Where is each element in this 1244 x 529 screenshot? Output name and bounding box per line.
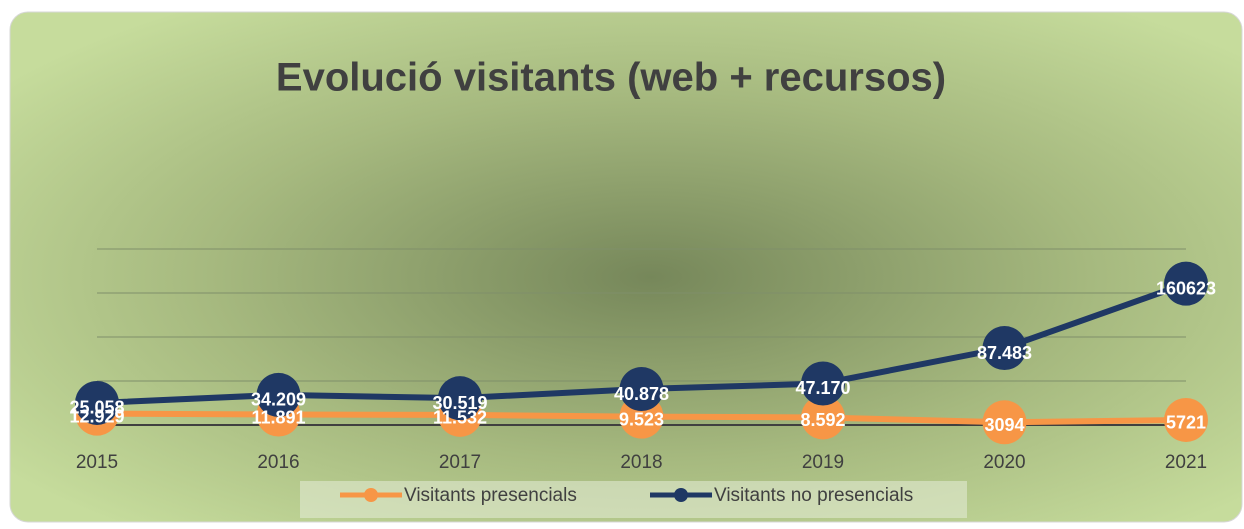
chart-title: Evolució visitants (web + recursos) — [276, 56, 946, 100]
point — [801, 395, 845, 440]
data-label: 47.170 — [795, 378, 850, 398]
data-label: 11.532 — [433, 408, 487, 428]
point — [438, 376, 482, 421]
x-tick-label: 2015 — [76, 452, 118, 473]
legend-label: Visitants presencials — [404, 485, 577, 506]
point — [75, 380, 119, 425]
legend-box — [300, 481, 967, 518]
data-label: 11.891 — [251, 407, 305, 427]
data-label: 160623 — [1156, 278, 1216, 298]
point — [619, 367, 664, 412]
data-label: 5721 — [1166, 413, 1206, 433]
x-tick-label: 2020 — [983, 452, 1025, 473]
data-label: 87.483 — [977, 343, 1032, 363]
data-label: 25.058 — [69, 398, 124, 418]
data-label: 3094 — [984, 415, 1024, 435]
point — [256, 372, 301, 417]
point — [982, 400, 1027, 445]
point — [1164, 261, 1208, 306]
data-label: 9.523 — [619, 409, 664, 429]
point — [801, 361, 845, 406]
data-label: 30.519 — [432, 393, 487, 413]
legend-label: Visitants no presencials — [714, 485, 913, 506]
data-label: 34.209 — [251, 390, 306, 410]
x-tick-label: 2016 — [257, 452, 299, 473]
point — [982, 326, 1027, 371]
legend-marker — [364, 488, 378, 502]
data-label: 40.878 — [614, 384, 669, 404]
x-tick-label: 2021 — [1165, 452, 1207, 473]
legend-marker — [674, 488, 688, 502]
point — [1164, 397, 1208, 442]
x-tick-label: 2018 — [620, 452, 662, 473]
data-label: 8.592 — [800, 410, 845, 430]
data-label: 12.929 — [69, 406, 124, 426]
x-tick-label: 2019 — [802, 452, 844, 473]
x-tick-label: 2017 — [439, 452, 481, 473]
